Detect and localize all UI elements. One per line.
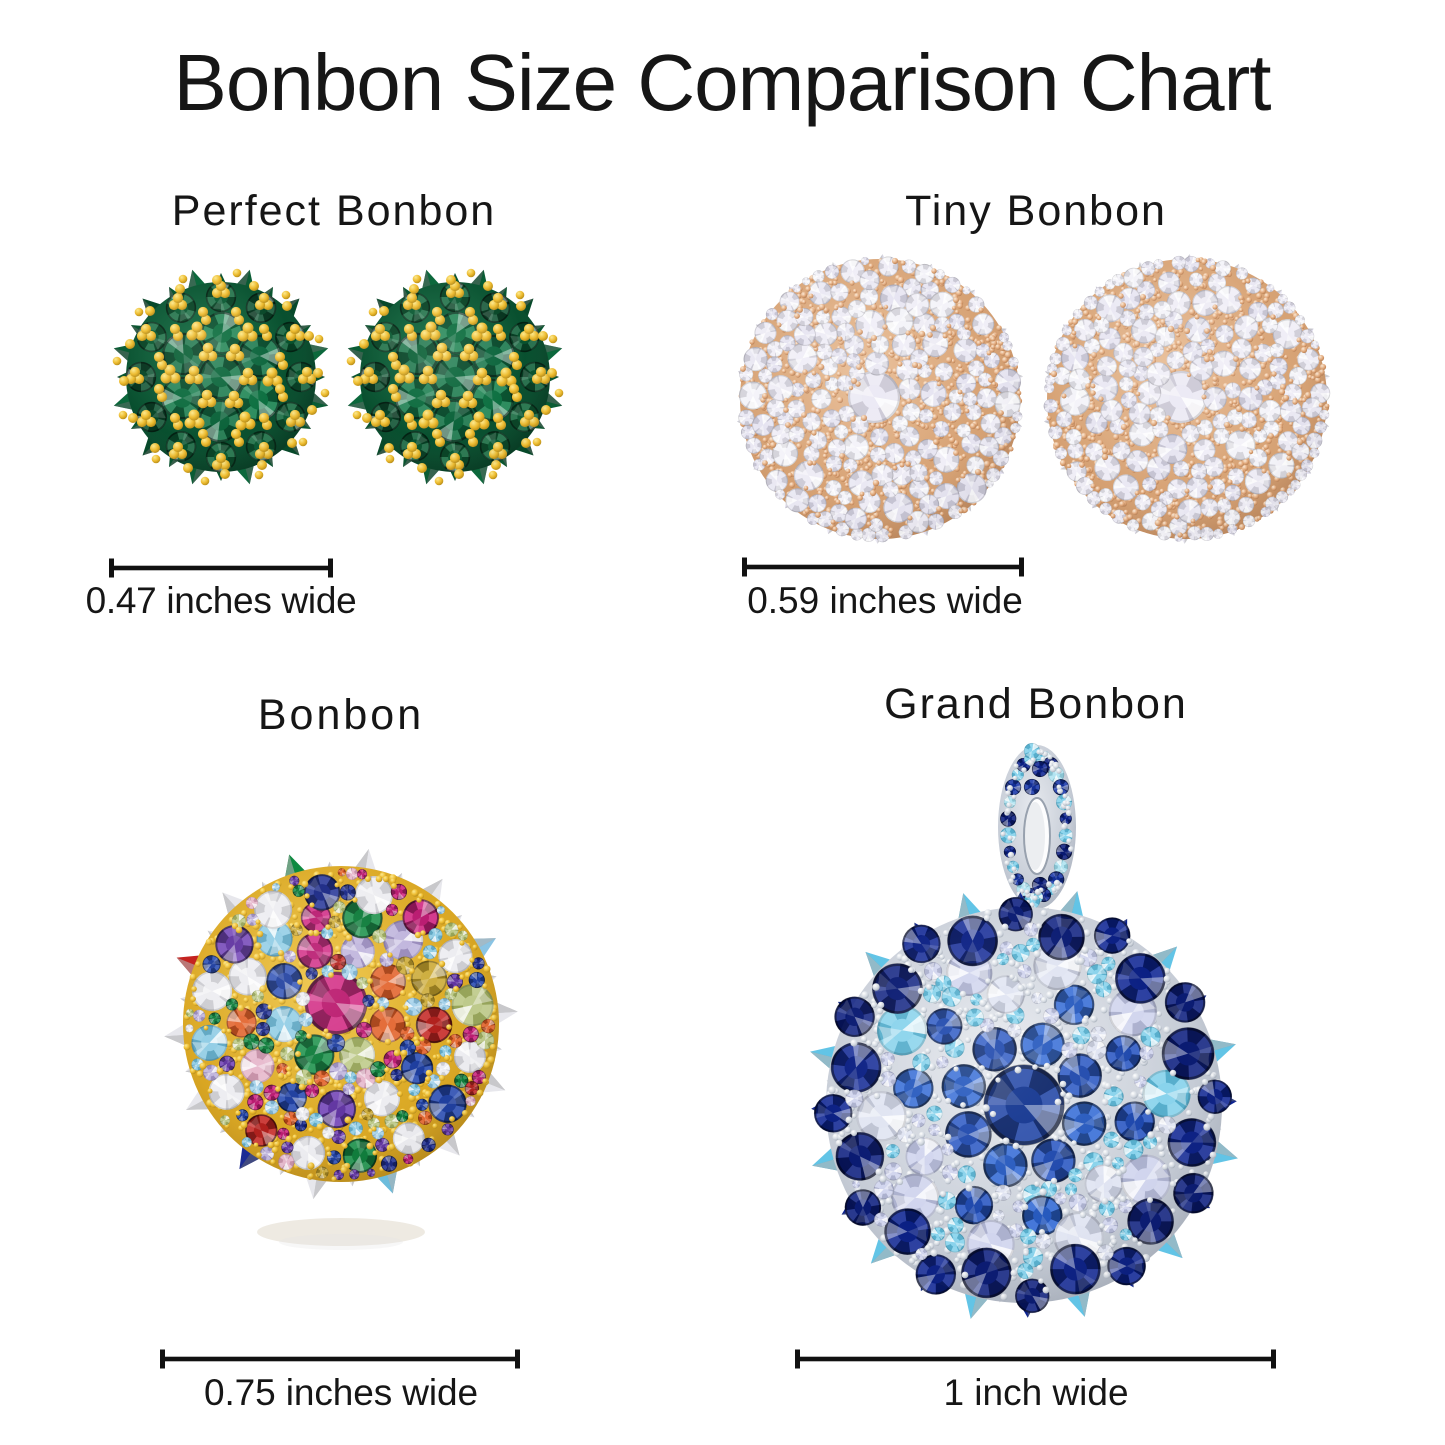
svg-text:Grand Bonbon: Grand Bonbon xyxy=(884,680,1188,728)
svg-text:0.59 inches wide: 0.59 inches wide xyxy=(747,580,1023,621)
svg-text:Bonbon: Bonbon xyxy=(258,691,424,739)
svg-text:1 inch wide: 1 inch wide xyxy=(943,1372,1128,1413)
svg-text:0.47 inches wide: 0.47 inches wide xyxy=(86,580,357,621)
svg-text:Bonbon Size Comparison Chart: Bonbon Size Comparison Chart xyxy=(173,38,1271,127)
svg-text:Perfect Bonbon: Perfect Bonbon xyxy=(172,187,496,235)
svg-text:0.75 inches wide: 0.75 inches wide xyxy=(204,1372,478,1413)
svg-text:Tiny Bonbon: Tiny Bonbon xyxy=(905,187,1167,235)
